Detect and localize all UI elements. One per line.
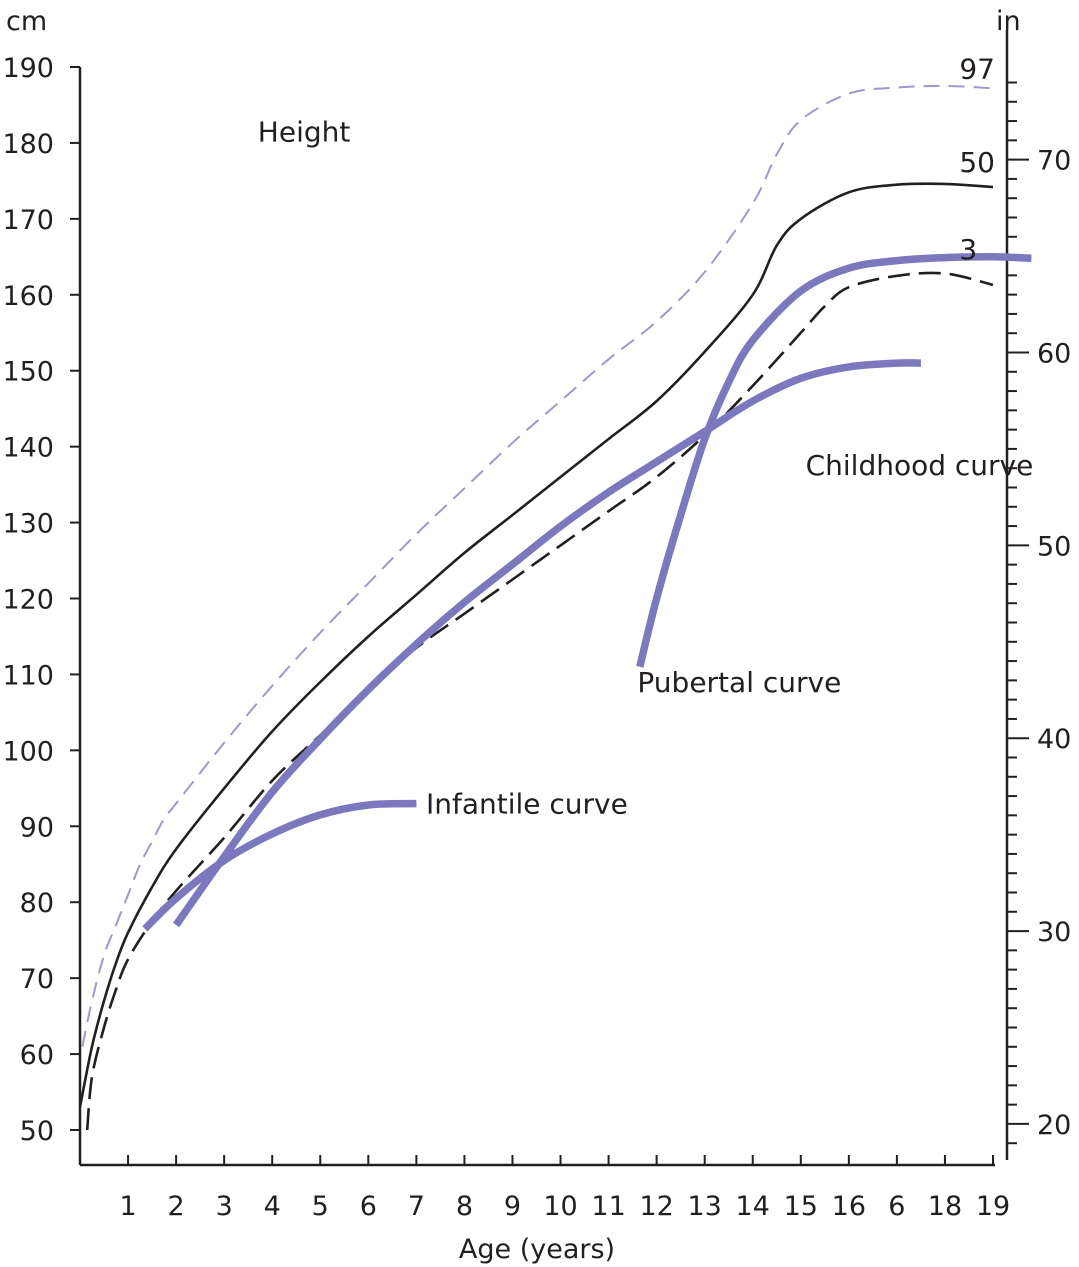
series-97th-centile xyxy=(81,84,994,1047)
y-tick-label-cm-110: 110 xyxy=(2,660,54,691)
y-tick-label-in-30: 30 xyxy=(1037,917,1071,948)
x-tick-label-3: 3 xyxy=(216,1191,233,1222)
series-childhood-curve xyxy=(173,359,921,928)
x-tick-label-10: 10 xyxy=(543,1191,577,1222)
y-tick-label-cm-90: 90 xyxy=(20,812,54,843)
axis-ticks: 5060708090100110120130140150160170180190… xyxy=(2,53,1071,1222)
x-tick-label-5: 5 xyxy=(312,1191,329,1222)
y-tick-label-cm-60: 60 xyxy=(20,1040,54,1071)
y-tick-label-in-50: 50 xyxy=(1037,531,1071,562)
x-tick-label-6: 6 xyxy=(360,1191,377,1222)
series-pubertal-curve xyxy=(636,253,1032,668)
x-axis-title: Age (years) xyxy=(459,1234,615,1265)
annotation-pubertal-curve: Pubertal curve xyxy=(637,666,841,699)
x-tick-label-18: 18 xyxy=(928,1191,962,1222)
y-tick-label-cm-130: 130 xyxy=(2,509,54,540)
x-tick-label-8: 8 xyxy=(456,1191,473,1222)
y-tick-label-cm-140: 140 xyxy=(2,433,54,464)
annotation-height: Height xyxy=(258,116,351,149)
y-tick-label-cm-70: 70 xyxy=(20,964,54,995)
y-tick-label-in-40: 40 xyxy=(1037,724,1071,755)
y-tick-label-cm-100: 100 xyxy=(2,736,54,767)
x-tick-label-19: 19 xyxy=(976,1191,1010,1222)
annotation-childhood-curve: Childhood curve xyxy=(806,449,1034,482)
y-tick-label-cm-150: 150 xyxy=(2,357,54,388)
y-tick-label-cm-120: 120 xyxy=(2,585,54,616)
x-tick-label-14: 14 xyxy=(736,1191,770,1222)
x-tick-label-13: 13 xyxy=(688,1191,722,1222)
x-tick-label-11: 11 xyxy=(591,1191,625,1222)
series-50th-centile xyxy=(78,182,994,1108)
y-tick-label-in-20: 20 xyxy=(1037,1110,1071,1141)
y-tick-label-in-70: 70 xyxy=(1037,146,1071,177)
y-axis-right-unit-label: in xyxy=(996,6,1021,37)
x-tick-label-4: 4 xyxy=(264,1191,281,1222)
x-tick-label-15: 15 xyxy=(784,1191,818,1222)
y-tick-label-cm-170: 170 xyxy=(2,205,54,236)
y-tick-label-cm-50: 50 xyxy=(20,1116,54,1147)
y-tick-label-cm-160: 160 xyxy=(2,281,54,312)
y-tick-label-cm-80: 80 xyxy=(20,888,54,919)
y-tick-label-cm-190: 190 xyxy=(2,53,54,84)
axes xyxy=(78,30,1009,1167)
x-tick-label-16: 16 xyxy=(832,1191,866,1222)
series xyxy=(78,84,1032,1131)
y-axis-left-unit-label: cm xyxy=(6,6,47,37)
annotation-50: 50 xyxy=(959,146,995,179)
series-3rd-centile xyxy=(85,271,994,1131)
x-tick-label-7: 7 xyxy=(408,1191,425,1222)
annotation-infantile-curve: Infantile curve xyxy=(426,788,628,821)
x-tick-label-12: 12 xyxy=(639,1191,673,1222)
annotation-97: 97 xyxy=(959,53,995,86)
y-tick-label-cm-180: 180 xyxy=(2,129,54,160)
x-tick-label-9: 9 xyxy=(504,1191,521,1222)
x-tick-label-1: 1 xyxy=(119,1191,136,1222)
y-tick-label-in-60: 60 xyxy=(1037,338,1071,369)
x-tick-label-17: 6 xyxy=(888,1191,905,1222)
chart-text: cm in Age (years) xyxy=(6,6,1021,1265)
annotations: Height Infantile curve Childhood curve Pube… xyxy=(258,53,1034,821)
annotation-3: 3 xyxy=(959,233,977,266)
series-infantile-curve xyxy=(142,799,417,932)
x-tick-label-2: 2 xyxy=(168,1191,185,1222)
